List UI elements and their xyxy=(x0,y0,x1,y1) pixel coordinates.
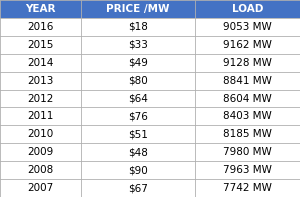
Text: $80: $80 xyxy=(128,76,148,85)
Bar xyxy=(81,36,195,54)
Text: 2015: 2015 xyxy=(27,40,54,50)
Bar xyxy=(81,90,195,107)
Text: 2016: 2016 xyxy=(27,22,54,32)
Bar xyxy=(195,18,300,36)
Text: 9128 MW: 9128 MW xyxy=(223,58,272,68)
Text: LOAD: LOAD xyxy=(232,4,263,14)
Text: 2014: 2014 xyxy=(27,58,54,68)
Bar xyxy=(81,179,195,197)
Bar xyxy=(195,179,300,197)
Text: 2010: 2010 xyxy=(27,129,54,139)
Text: YEAR: YEAR xyxy=(25,4,56,14)
Bar xyxy=(195,143,300,161)
Text: $67: $67 xyxy=(128,183,148,193)
Bar xyxy=(81,0,195,18)
Bar xyxy=(195,107,300,125)
Bar xyxy=(0,72,81,90)
Bar xyxy=(0,36,81,54)
Bar xyxy=(81,161,195,179)
Bar xyxy=(195,0,300,18)
Text: 8841 MW: 8841 MW xyxy=(223,76,272,85)
Text: 2013: 2013 xyxy=(27,76,54,85)
Text: $49: $49 xyxy=(128,58,148,68)
Text: 2007: 2007 xyxy=(27,183,54,193)
Text: 9162 MW: 9162 MW xyxy=(223,40,272,50)
Bar xyxy=(81,72,195,90)
Bar xyxy=(195,125,300,143)
Text: $33: $33 xyxy=(128,40,148,50)
Text: $18: $18 xyxy=(128,22,148,32)
Text: $76: $76 xyxy=(128,112,148,121)
Text: 8403 MW: 8403 MW xyxy=(223,112,272,121)
Bar xyxy=(0,161,81,179)
Bar xyxy=(195,72,300,90)
Bar xyxy=(195,90,300,107)
Bar xyxy=(0,0,81,18)
Bar xyxy=(81,107,195,125)
Bar xyxy=(81,125,195,143)
Text: $51: $51 xyxy=(128,129,148,139)
Bar xyxy=(81,143,195,161)
Text: 2008: 2008 xyxy=(27,165,54,175)
Bar xyxy=(81,54,195,72)
Text: $48: $48 xyxy=(128,147,148,157)
Text: 7742 MW: 7742 MW xyxy=(223,183,272,193)
Bar xyxy=(0,18,81,36)
Text: 2011: 2011 xyxy=(27,112,54,121)
Bar xyxy=(0,107,81,125)
Bar xyxy=(195,36,300,54)
Bar xyxy=(81,18,195,36)
Bar xyxy=(0,54,81,72)
Text: 2012: 2012 xyxy=(27,94,54,103)
Bar xyxy=(0,143,81,161)
Bar xyxy=(0,179,81,197)
Text: 2009: 2009 xyxy=(27,147,54,157)
Text: $64: $64 xyxy=(128,94,148,103)
Text: 7980 MW: 7980 MW xyxy=(223,147,272,157)
Text: PRICE /MW: PRICE /MW xyxy=(106,4,170,14)
Bar xyxy=(195,161,300,179)
Bar xyxy=(195,54,300,72)
Text: 8604 MW: 8604 MW xyxy=(223,94,272,103)
Text: $90: $90 xyxy=(128,165,148,175)
Text: 9053 MW: 9053 MW xyxy=(223,22,272,32)
Bar xyxy=(0,90,81,107)
Bar xyxy=(0,125,81,143)
Text: 8185 MW: 8185 MW xyxy=(223,129,272,139)
Text: 7963 MW: 7963 MW xyxy=(223,165,272,175)
